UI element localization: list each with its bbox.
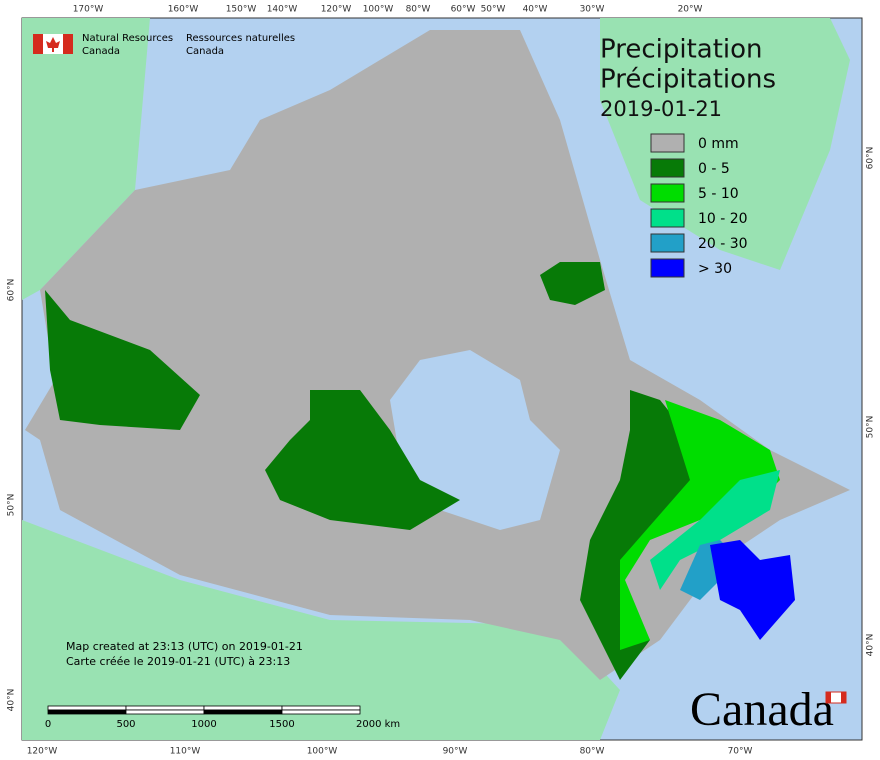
longitude-label: 30°W: [580, 5, 605, 15]
org-fr: Canada: [186, 46, 224, 57]
scale-segment: [125, 705, 205, 711]
title-en: Precipitation: [600, 35, 763, 65]
scale-segment: [281, 705, 361, 711]
legend-label: 0 mm: [698, 136, 739, 152]
legend-swatch: [650, 208, 685, 228]
longitude-label: 20°W: [678, 5, 703, 15]
longitude-label: 40°W: [523, 5, 548, 15]
latitude-label: 40°N: [7, 689, 17, 712]
longitude-label: 120°W: [27, 747, 58, 757]
maple-leaf: [46, 37, 60, 52]
legend-label: 10 - 20: [698, 211, 748, 227]
longitude-label: 80°W: [580, 747, 605, 757]
scale-bar: 0 500 1000 1500 2000 km: [45, 705, 400, 730]
legend-swatch: [650, 258, 685, 278]
longitude-label: 160°W: [168, 5, 199, 15]
latitude-label: 60°N: [866, 147, 876, 170]
scale-segment: [47, 709, 127, 715]
org-fr: Ressources naturelles: [186, 33, 295, 44]
longitude-label: 170°W: [73, 5, 104, 15]
flag-bar: [33, 34, 43, 54]
legend-label: 20 - 30: [698, 236, 748, 252]
longitude-label: 150°W: [226, 5, 257, 15]
latitude-label: 50°N: [866, 416, 876, 439]
scale-segment: [203, 709, 283, 715]
legend-label: 0 - 5: [698, 161, 730, 177]
note: Carte créée le 2019-01-21 (UTC) à 23:13: [66, 655, 290, 668]
note: Map created at 23:13 (UTC) on 2019-01-21: [66, 640, 303, 653]
scale-segment: [125, 709, 205, 715]
legend-swatch: [650, 133, 685, 153]
org-en: Natural Resources: [82, 33, 173, 44]
precip-area: [650, 470, 780, 590]
precip-area: [620, 400, 780, 650]
precip-area: [540, 262, 605, 305]
scale-label: 1500: [269, 719, 294, 730]
scale-segment: [203, 705, 283, 711]
legend-swatch: [650, 183, 685, 203]
title-date: 2019-01-21: [600, 97, 722, 121]
latitude-label: 60°N: [7, 279, 17, 302]
longitude-label: 70°W: [728, 747, 753, 757]
wordmark: Canada: [690, 683, 847, 736]
latitude-label: 40°N: [866, 634, 876, 657]
flag-bar: [63, 34, 73, 54]
scale-label: 1000: [191, 719, 216, 730]
legend-label: 5 - 10: [698, 186, 739, 202]
longitude-label: 90°W: [443, 747, 468, 757]
greenland: [600, 18, 850, 270]
flag-bar: [841, 692, 846, 703]
legend-swatch: [650, 233, 685, 253]
longitude-label: 100°W: [363, 5, 394, 15]
title-fr: Précipitations: [600, 65, 776, 95]
longitude-label: 110°W: [170, 747, 201, 757]
scale-label: 2000 km: [356, 719, 400, 730]
longitude-label: 50°W: [481, 5, 506, 15]
longitude-label: 60°W: [451, 5, 476, 15]
longitude-label: 100°W: [307, 747, 338, 757]
hudson-bay: [390, 350, 560, 530]
precip-area: [710, 540, 795, 640]
precip-area: [45, 290, 200, 430]
scale-segment: [47, 705, 127, 711]
legend-swatch: [650, 158, 685, 178]
flag-bar: [826, 692, 831, 703]
wordmark-text: Canada: [690, 683, 834, 736]
scale-segment: [281, 709, 361, 715]
scale-label: 0: [45, 719, 51, 730]
longitude-label: 80°W: [406, 5, 431, 15]
map: [21, 17, 863, 741]
org-en: Canada: [82, 46, 120, 57]
longitude-label: 140°W: [267, 5, 298, 15]
latitude-label: 50°N: [7, 494, 17, 517]
scale-label: 500: [116, 719, 135, 730]
legend-label: > 30: [698, 261, 732, 277]
alaska: [22, 18, 150, 300]
longitude-label: 120°W: [321, 5, 352, 15]
nrcan-logo: Natural Resources Canada Ressources natu…: [33, 33, 295, 57]
precip-area: [265, 390, 460, 530]
usa: [22, 520, 620, 740]
